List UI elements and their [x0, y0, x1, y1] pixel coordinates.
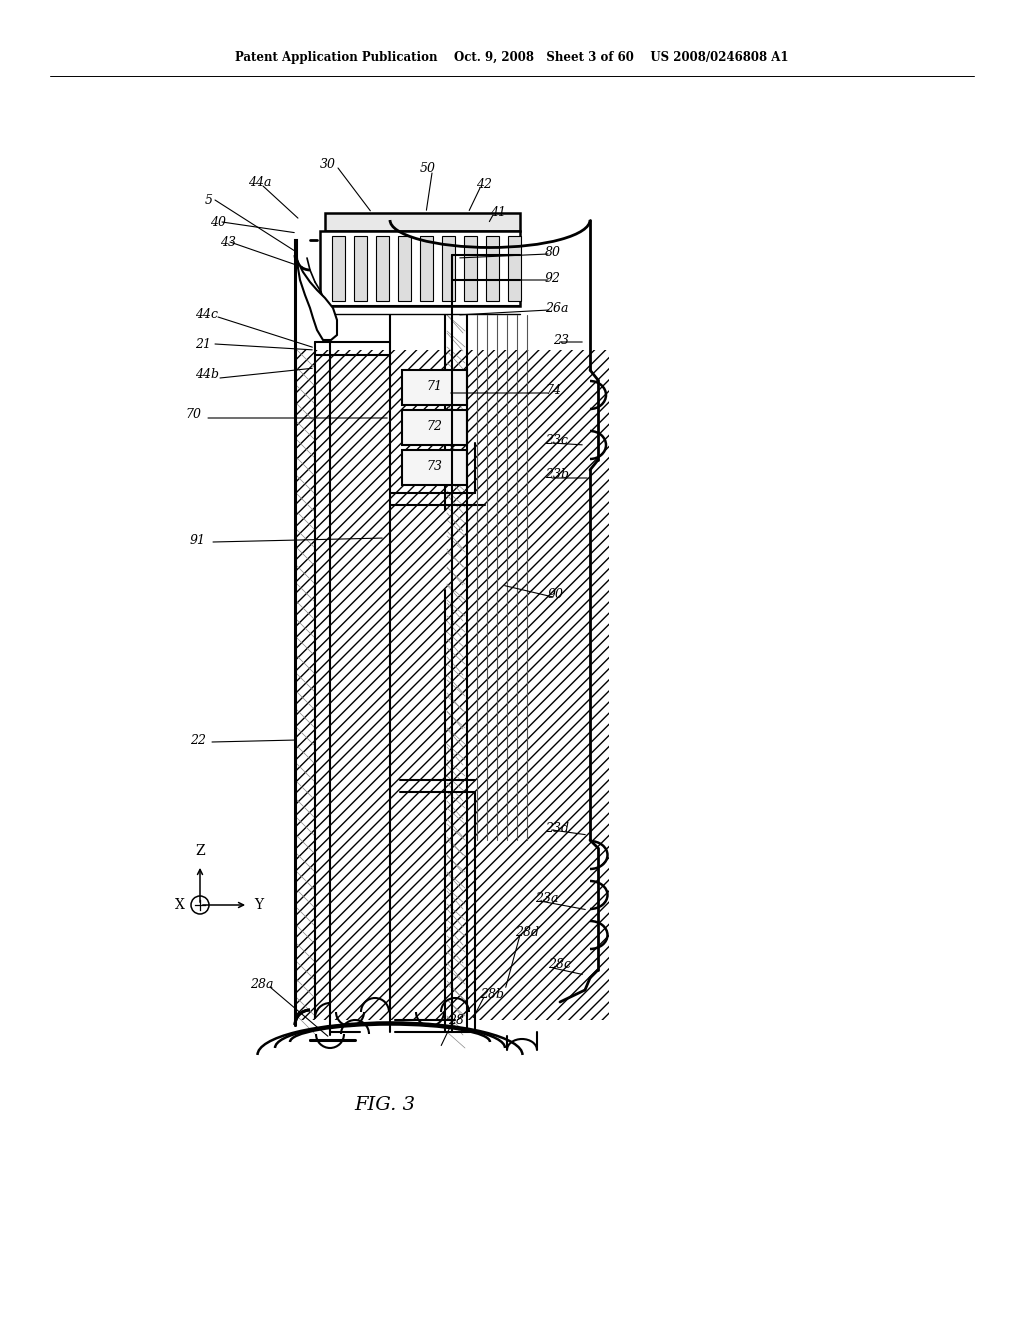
Text: 43: 43 [220, 235, 236, 248]
Text: 73: 73 [426, 461, 442, 474]
Text: 23b: 23b [545, 469, 569, 482]
Text: 23d: 23d [545, 821, 569, 834]
Bar [398, 236, 411, 301]
Text: 23c: 23c [545, 433, 568, 446]
Bar [319, 231, 520, 306]
Bar [297, 350, 609, 1020]
Text: 26a: 26a [545, 301, 568, 314]
Text: 23a: 23a [535, 891, 558, 904]
Text: 28d: 28d [515, 925, 539, 939]
Text: 28c: 28c [548, 958, 571, 972]
Text: Z: Z [196, 843, 205, 858]
Text: 50: 50 [420, 161, 436, 174]
Bar [402, 411, 467, 445]
Bar [420, 236, 433, 301]
Text: 72: 72 [426, 421, 442, 433]
Bar [464, 236, 477, 301]
Text: 92: 92 [545, 272, 561, 285]
Bar [508, 236, 521, 301]
Text: 71: 71 [426, 380, 442, 393]
Polygon shape [295, 240, 337, 341]
Text: 44a: 44a [248, 176, 271, 189]
Bar [325, 213, 520, 231]
Text: 28b: 28b [480, 989, 504, 1002]
Text: 21: 21 [195, 338, 211, 351]
Text: X: X [175, 898, 185, 912]
Bar [402, 370, 467, 405]
Text: 5: 5 [205, 194, 213, 206]
Text: 28: 28 [449, 1014, 464, 1027]
Text: 41: 41 [490, 206, 506, 219]
Bar [442, 236, 455, 301]
Text: 44b: 44b [195, 368, 219, 381]
Bar [402, 450, 467, 484]
Text: 22: 22 [190, 734, 206, 747]
Text: 80: 80 [545, 246, 561, 259]
Text: Patent Application Publication    Oct. 9, 2008   Sheet 3 of 60    US 2008/024680: Patent Application Publication Oct. 9, 2… [236, 51, 788, 65]
Bar [354, 236, 367, 301]
Text: 70: 70 [185, 408, 201, 421]
Text: 44c: 44c [195, 309, 218, 322]
Bar [486, 236, 499, 301]
Text: 91: 91 [190, 533, 206, 546]
Text: 74: 74 [545, 384, 561, 396]
Bar [332, 236, 345, 301]
Text: 23: 23 [553, 334, 569, 346]
Text: 90: 90 [548, 589, 564, 602]
Text: FIG. 3: FIG. 3 [354, 1096, 416, 1114]
Text: 30: 30 [319, 158, 336, 172]
Text: 28a: 28a [250, 978, 273, 991]
Bar [376, 236, 389, 301]
Text: 42: 42 [476, 178, 492, 191]
Text: Y: Y [254, 898, 263, 912]
Text: 40: 40 [210, 215, 226, 228]
